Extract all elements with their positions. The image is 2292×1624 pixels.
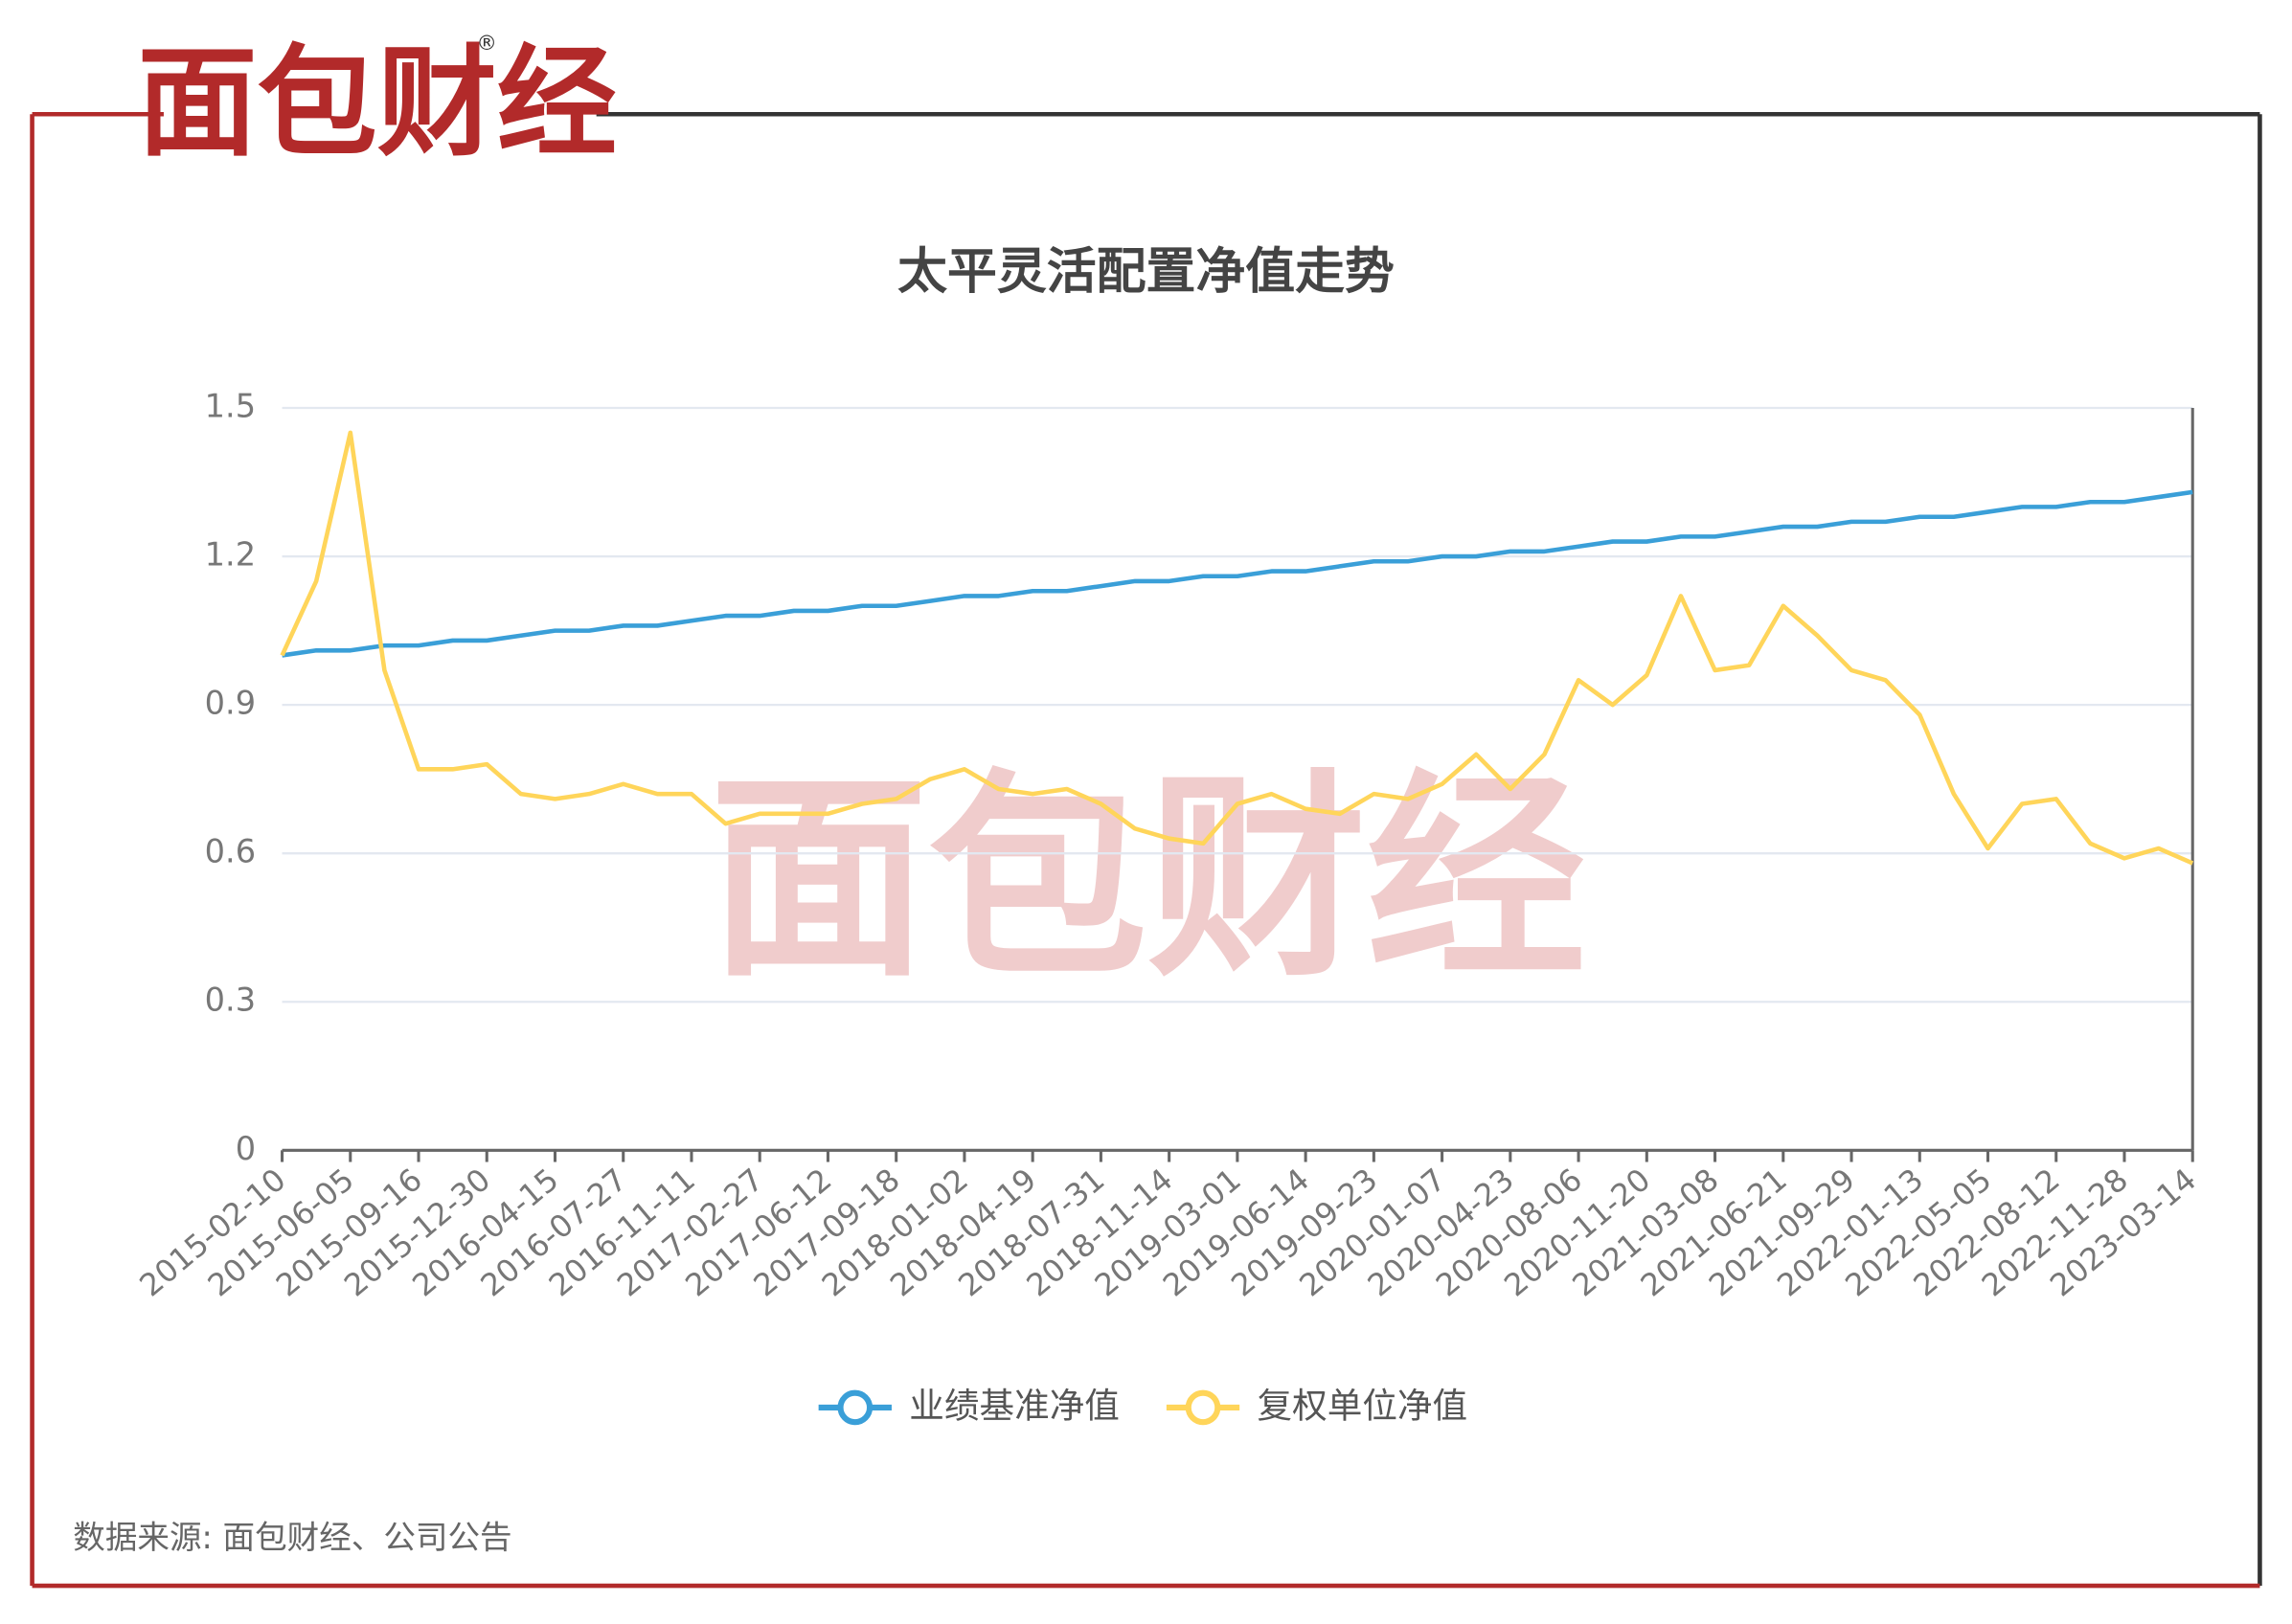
legend-marker [837,1389,874,1426]
y-tick-label: 0 [236,1130,256,1167]
y-tick-label: 1.5 [205,388,256,425]
series-line [282,489,2193,658]
chart-title: 太平灵活配置净值走势 [897,243,1395,301]
frame [30,111,2262,1589]
y-tick-label: 1.2 [205,536,256,574]
logo: 面包财经 [137,33,617,172]
logo-mark: ® [477,32,497,56]
y-tick-label: 0.6 [205,833,256,870]
legend-label: 业绩基准净值 [909,1385,1120,1426]
legend-marker [1185,1389,1221,1426]
watermark: 面包财经 [709,752,1586,1006]
source-note: 数据来源: 面包财经、公司公告 [73,1519,511,1556]
legend-label: 复权单位净值 [1257,1385,1467,1426]
series-line [280,430,2194,866]
y-tick-label: 0.9 [205,685,256,722]
y-tick-label: 0.3 [205,981,256,1019]
